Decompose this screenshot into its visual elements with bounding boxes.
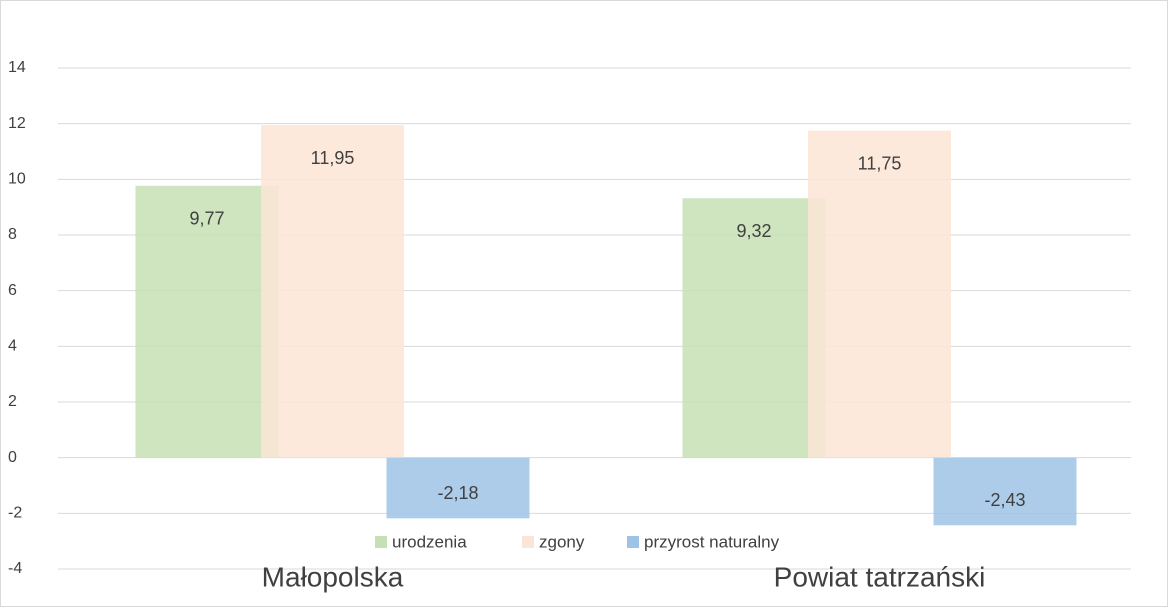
bar xyxy=(682,198,826,458)
y-tick-label: 0 xyxy=(8,449,17,466)
y-tick-label: 10 xyxy=(8,171,26,188)
legend-label: urodzenia xyxy=(392,532,467,551)
data-label: 11,95 xyxy=(311,148,355,168)
legend-label: przyrost naturalny xyxy=(644,532,780,551)
y-tick-label: -4 xyxy=(8,560,22,577)
y-tick-label: -2 xyxy=(8,505,22,522)
y-tick-label: 6 xyxy=(8,282,17,299)
legend-swatch xyxy=(627,536,639,548)
legend-swatch xyxy=(375,536,387,548)
data-label: 11,75 xyxy=(858,153,902,173)
bar xyxy=(808,130,951,458)
y-tick-label: 12 xyxy=(8,115,26,132)
y-tick-label: 2 xyxy=(8,393,17,410)
legend-swatch xyxy=(522,536,534,548)
x-tick-label: Małopolska xyxy=(262,561,404,592)
data-label: -2,18 xyxy=(437,483,478,503)
data-label: -2,43 xyxy=(984,490,1025,510)
x-tick-label: Powiat tatrzański xyxy=(774,561,986,592)
legend-label: zgony xyxy=(539,532,585,551)
bar xyxy=(386,457,530,519)
y-tick-label: 14 xyxy=(8,59,26,76)
y-tick-label: 4 xyxy=(8,338,17,355)
data-label: 9,32 xyxy=(736,221,771,241)
y-tick-label: 8 xyxy=(8,226,17,243)
bar xyxy=(135,185,279,458)
bar xyxy=(261,125,404,458)
bar xyxy=(933,457,1077,526)
data-label: 9,77 xyxy=(189,208,224,228)
